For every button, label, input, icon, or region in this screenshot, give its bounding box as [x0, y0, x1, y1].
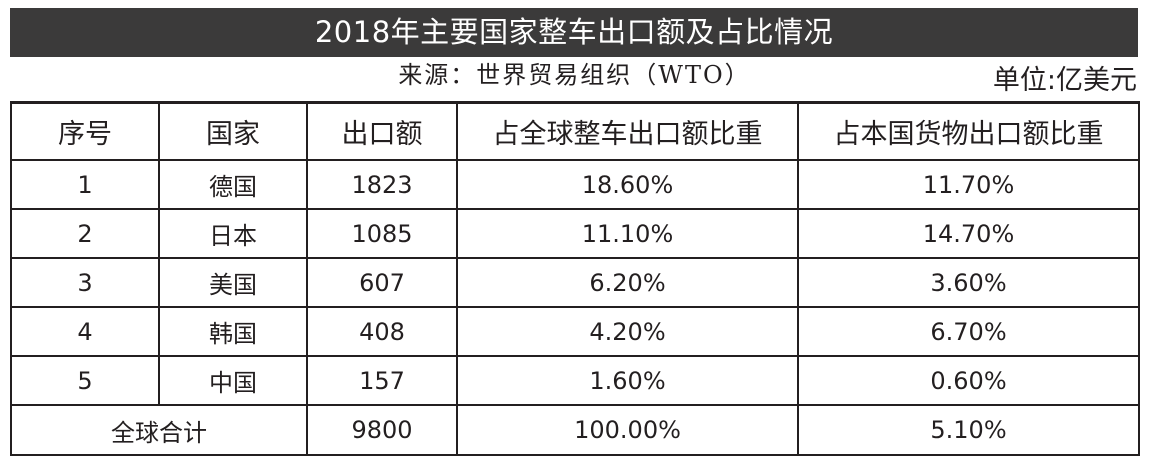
cell-index: 1 — [10, 159, 160, 210]
source-note: 来源：世界贸易组织（WTO） — [398, 61, 751, 89]
cell-index: 2 — [10, 208, 160, 259]
cell-index: 3 — [10, 257, 160, 308]
total-global-share: 100.00% — [456, 404, 799, 456]
total-label: 全球合计 — [10, 404, 308, 456]
cell-index: 5 — [10, 355, 160, 406]
column-header-domestic-share: 占本国货物出口额比重 — [797, 101, 1140, 161]
column-header-export: 出口额 — [306, 101, 458, 161]
column-header-global-share: 占全球整车出口额比重 — [456, 101, 799, 161]
column-header-country: 国家 — [158, 101, 308, 161]
cell-export: 1085 — [306, 208, 458, 259]
export-data-table: 序号 国家 出口额 占全球整车出口额比重 占本国货物出口额比重 1 德国 182… — [10, 101, 1140, 456]
cell-global-share: 1.60% — [456, 355, 799, 406]
total-domestic-share: 5.10% — [797, 404, 1140, 456]
cell-export: 408 — [306, 306, 458, 357]
cell-global-share: 4.20% — [456, 306, 799, 357]
cell-country: 韩国 — [158, 306, 308, 357]
table-row: 5 中国 157 1.60% 0.60% — [10, 355, 1140, 406]
cell-global-share: 18.60% — [456, 159, 799, 210]
cell-global-share: 6.20% — [456, 257, 799, 308]
cell-country: 日本 — [158, 208, 308, 259]
cell-country: 德国 — [158, 159, 308, 210]
unit-label: 单位:亿美元 — [992, 65, 1137, 96]
cell-domestic-share: 11.70% — [797, 159, 1140, 210]
cell-domestic-share: 6.70% — [797, 306, 1140, 357]
cell-domestic-share: 3.60% — [797, 257, 1140, 308]
cell-domestic-share: 14.70% — [797, 208, 1140, 259]
table-row: 1 德国 1823 18.60% 11.70% — [10, 159, 1140, 210]
cell-export: 157 — [306, 355, 458, 406]
cell-index: 4 — [10, 306, 160, 357]
header-row: 序号 国家 出口额 占全球整车出口额比重 占本国货物出口额比重 — [10, 101, 1140, 161]
cell-domestic-share: 0.60% — [797, 355, 1140, 406]
table-row: 2 日本 1085 11.10% 14.70% — [10, 208, 1140, 259]
column-header-index: 序号 — [10, 101, 160, 161]
cell-country: 美国 — [158, 257, 308, 308]
table-row: 3 美国 607 6.20% 3.60% — [10, 257, 1140, 308]
cell-global-share: 11.10% — [456, 208, 799, 259]
table-row: 4 韩国 408 4.20% 6.70% — [10, 306, 1140, 357]
cell-country: 中国 — [158, 355, 308, 406]
total-row: 全球合计 9800 100.00% 5.10% — [10, 404, 1140, 456]
table-title: 2018年主要国家整车出口额及占比情况 — [10, 8, 1138, 57]
cell-export: 1823 — [306, 159, 458, 210]
cell-export: 607 — [306, 257, 458, 308]
total-export: 9800 — [306, 404, 458, 456]
